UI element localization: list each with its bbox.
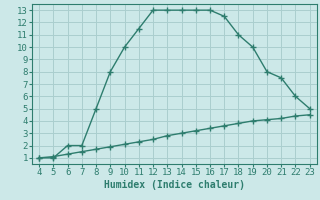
X-axis label: Humidex (Indice chaleur): Humidex (Indice chaleur) xyxy=(104,180,245,190)
